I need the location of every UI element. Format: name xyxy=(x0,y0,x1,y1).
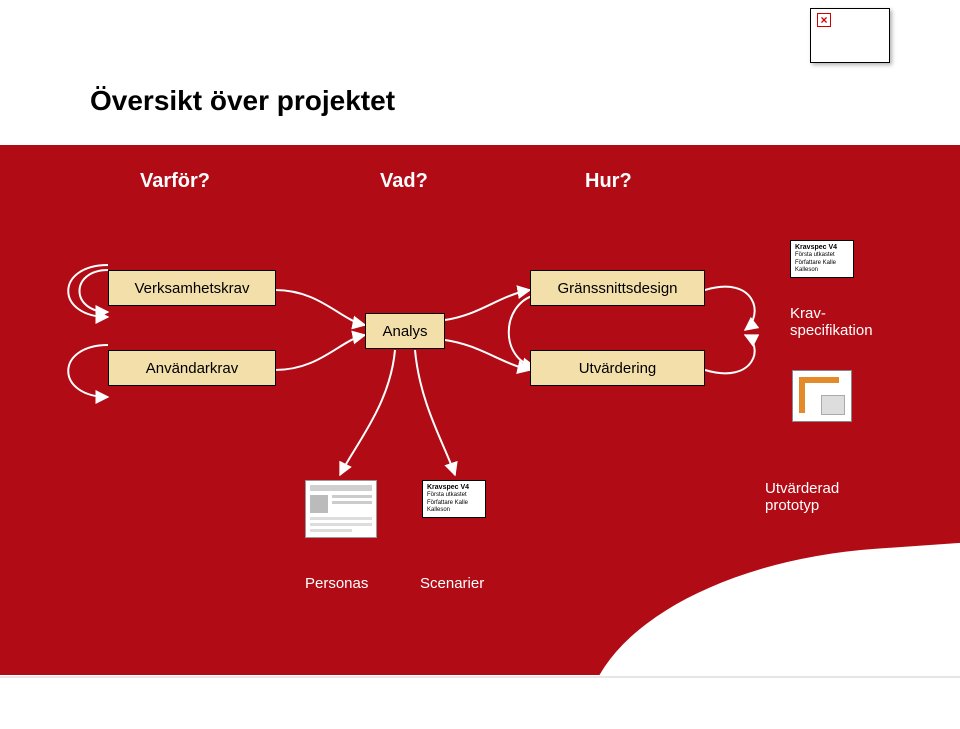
prototype-icon xyxy=(792,370,852,422)
label-utvprot: Utvärderad prototyp xyxy=(765,480,839,514)
node-analys: Analys xyxy=(365,313,445,349)
column-how: Hur? xyxy=(585,170,632,193)
doc-kravspec-top: Kravspec V4 Första utkastet Författare K… xyxy=(790,240,854,278)
node-granssnitt: Gränssnittsdesign xyxy=(530,270,705,306)
node-utvardering: Utvärdering xyxy=(530,350,705,386)
footer xyxy=(0,678,960,716)
doc-title: Kravspec V4 xyxy=(427,484,481,492)
doc-title: Kravspec V4 xyxy=(795,244,849,252)
doc-line: Första utkastet xyxy=(795,252,849,259)
doc-line: Författare Kalle xyxy=(795,260,849,267)
label-scenarier: Scenarier xyxy=(420,575,484,592)
doc-kravspec-bottom: Kravspec V4 Första utkastet Författare K… xyxy=(422,480,486,518)
column-why: Varför? xyxy=(140,170,210,193)
doc-line: Kalleson xyxy=(427,507,481,514)
node-verksamhetskrav: Verksamhetskrav xyxy=(108,270,276,306)
label-personas: Personas xyxy=(305,575,368,592)
close-icon: × xyxy=(817,13,831,27)
broken-image-box: × xyxy=(810,8,890,63)
doc-line: Första utkastet xyxy=(427,492,481,499)
diagram-canvas: Varför? Vad? Hur? xyxy=(0,145,960,675)
node-anvandarkrav: Användarkrav xyxy=(108,350,276,386)
label-kravspec: Krav- specifikation xyxy=(790,305,873,339)
column-what: Vad? xyxy=(380,170,428,193)
doc-line: Kalleson xyxy=(795,267,849,274)
page: × Översikt över projektet Varför? Vad? H… xyxy=(0,0,960,716)
doc-line: Författare Kalle xyxy=(427,500,481,507)
persona-card-icon xyxy=(305,480,377,538)
page-title: Översikt över projektet xyxy=(90,85,395,117)
